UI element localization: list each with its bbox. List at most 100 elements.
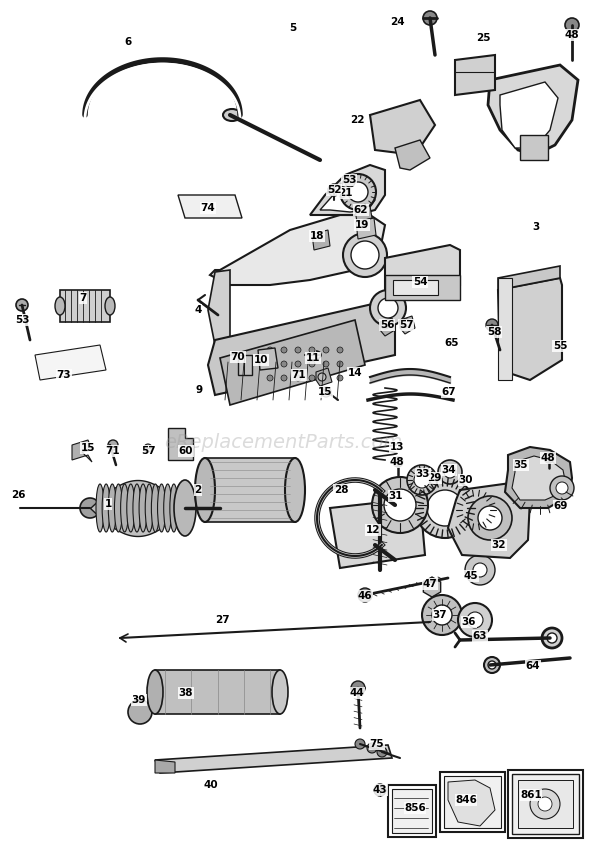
Circle shape xyxy=(432,605,452,625)
Circle shape xyxy=(381,321,389,329)
Ellipse shape xyxy=(163,484,172,532)
Text: 27: 27 xyxy=(215,615,230,625)
Polygon shape xyxy=(208,270,230,345)
Polygon shape xyxy=(512,456,565,500)
Bar xyxy=(60,290,110,322)
Circle shape xyxy=(473,563,487,577)
Polygon shape xyxy=(498,278,512,380)
Circle shape xyxy=(370,290,406,326)
Text: 10: 10 xyxy=(254,355,268,365)
Polygon shape xyxy=(208,300,395,395)
Text: 52: 52 xyxy=(327,185,341,195)
Text: 69: 69 xyxy=(554,501,568,511)
Circle shape xyxy=(337,375,343,381)
Polygon shape xyxy=(310,165,385,215)
Text: 57: 57 xyxy=(140,446,155,456)
Text: 53: 53 xyxy=(15,315,30,325)
Text: 48: 48 xyxy=(540,453,555,463)
Circle shape xyxy=(144,444,152,452)
Text: 30: 30 xyxy=(459,475,473,485)
Circle shape xyxy=(530,789,560,819)
Bar xyxy=(392,789,432,833)
Circle shape xyxy=(108,440,118,450)
Circle shape xyxy=(488,661,496,669)
Text: 38: 38 xyxy=(179,688,194,698)
Circle shape xyxy=(267,361,273,367)
Ellipse shape xyxy=(133,484,141,532)
Text: 71: 71 xyxy=(291,370,306,380)
Ellipse shape xyxy=(272,670,288,714)
Circle shape xyxy=(415,478,475,538)
Polygon shape xyxy=(448,482,530,558)
Circle shape xyxy=(377,747,387,757)
Polygon shape xyxy=(356,218,376,239)
Bar xyxy=(518,780,573,828)
Text: 43: 43 xyxy=(373,785,387,795)
Polygon shape xyxy=(424,577,441,597)
Text: 26: 26 xyxy=(11,490,25,500)
Circle shape xyxy=(281,347,287,353)
Polygon shape xyxy=(505,447,572,508)
Circle shape xyxy=(343,233,387,277)
Text: 60: 60 xyxy=(179,446,194,456)
Circle shape xyxy=(384,489,416,521)
Circle shape xyxy=(565,18,579,32)
Circle shape xyxy=(458,603,492,637)
Ellipse shape xyxy=(139,484,147,532)
Polygon shape xyxy=(72,440,92,462)
Ellipse shape xyxy=(96,484,104,532)
Circle shape xyxy=(423,11,437,25)
Polygon shape xyxy=(316,368,332,386)
Ellipse shape xyxy=(285,458,305,522)
Circle shape xyxy=(281,375,287,381)
Text: 74: 74 xyxy=(201,203,215,213)
Text: 73: 73 xyxy=(57,370,71,380)
Bar xyxy=(444,776,501,828)
Text: 2: 2 xyxy=(194,485,202,495)
Text: 48: 48 xyxy=(389,457,404,467)
Text: 40: 40 xyxy=(204,780,218,790)
Circle shape xyxy=(427,490,463,526)
Ellipse shape xyxy=(195,458,215,522)
Text: 31: 31 xyxy=(389,491,403,501)
Ellipse shape xyxy=(174,480,196,536)
Polygon shape xyxy=(178,195,242,218)
Circle shape xyxy=(414,472,430,488)
Text: 47: 47 xyxy=(422,579,437,589)
Circle shape xyxy=(484,657,500,673)
Text: 71: 71 xyxy=(106,446,120,456)
Text: 29: 29 xyxy=(427,473,441,483)
Circle shape xyxy=(478,506,502,530)
Polygon shape xyxy=(210,215,385,285)
Text: 14: 14 xyxy=(348,368,362,378)
Text: 19: 19 xyxy=(355,220,369,230)
Polygon shape xyxy=(320,182,375,212)
Polygon shape xyxy=(220,320,365,405)
Ellipse shape xyxy=(145,484,153,532)
Circle shape xyxy=(309,347,315,353)
Ellipse shape xyxy=(176,484,184,532)
Circle shape xyxy=(378,298,398,318)
Polygon shape xyxy=(155,745,392,773)
Circle shape xyxy=(321,387,331,397)
Text: 62: 62 xyxy=(354,205,368,215)
Text: 63: 63 xyxy=(473,631,487,641)
Text: 846: 846 xyxy=(455,795,477,805)
Circle shape xyxy=(542,628,562,648)
Circle shape xyxy=(538,797,552,811)
Circle shape xyxy=(374,784,386,796)
Text: 56: 56 xyxy=(380,320,394,330)
Text: 861: 861 xyxy=(520,790,542,800)
Circle shape xyxy=(348,182,368,202)
Circle shape xyxy=(295,375,301,381)
Circle shape xyxy=(323,375,329,381)
Text: 11: 11 xyxy=(306,353,320,363)
Circle shape xyxy=(464,498,488,522)
Text: 45: 45 xyxy=(464,571,478,581)
Text: 37: 37 xyxy=(432,610,447,620)
Text: 75: 75 xyxy=(370,739,384,749)
Polygon shape xyxy=(355,206,372,222)
Ellipse shape xyxy=(55,297,65,315)
Circle shape xyxy=(367,743,377,753)
Text: 70: 70 xyxy=(231,352,245,362)
